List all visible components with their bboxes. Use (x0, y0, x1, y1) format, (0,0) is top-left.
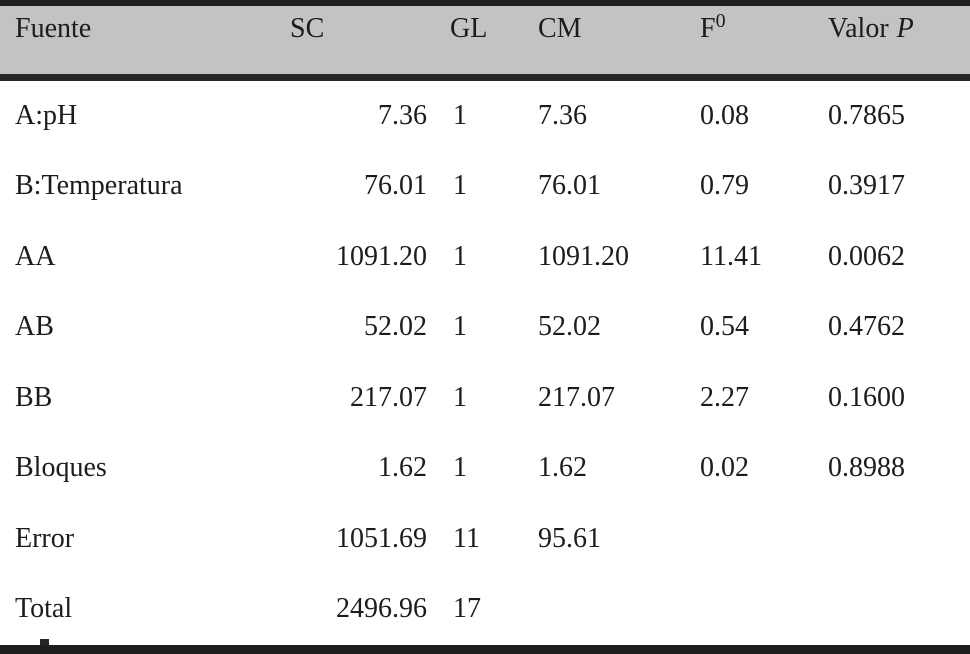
table-row: AA 1091.20 1 1091.20 11.41 0.0062 (0, 222, 970, 293)
gl-value: 1 (453, 240, 467, 272)
table-row: Error 1051.69 11 95.61 (0, 504, 970, 575)
sc-value: 52.02 (364, 311, 427, 343)
table-body: A:pH 7.36 1 7.36 0.08 0.7865 B:Temperatu… (0, 81, 970, 645)
header-separator-rule (0, 74, 970, 81)
gl-value: 1 (453, 170, 467, 202)
gl-value: 1 (453, 311, 467, 343)
cm-value: 217.07 (538, 381, 615, 413)
header-cell-gl: GL (435, 6, 525, 74)
header-label-gl: GL (450, 13, 488, 44)
row-label: BB (15, 381, 53, 413)
valor-p-value: 0.4762 (828, 311, 905, 343)
header-label-fuente: Fuente (15, 13, 92, 44)
valor-p-value: 0.8988 (828, 452, 905, 484)
sc-value: 217.07 (350, 381, 427, 413)
cm-value: 95.61 (538, 522, 601, 554)
gl-value: 1 (453, 381, 467, 413)
gl-value: 1 (453, 99, 467, 131)
row-label: AB (15, 311, 54, 343)
cm-value (525, 575, 690, 646)
header-cell-fuente: Fuente (0, 6, 280, 74)
f0-value: 0.02 (700, 452, 749, 484)
header-cell-cm: CM (525, 6, 690, 74)
header-cell-sc: SC (280, 6, 435, 74)
table-row: AB 52.02 1 52.02 0.54 0.4762 (0, 293, 970, 364)
f0-value (690, 504, 815, 575)
row-label: Total (15, 593, 73, 625)
gl-value: 1 (453, 452, 467, 484)
f0-value: 2.27 (700, 381, 749, 413)
table-row: B:Temperatura 76.01 1 76.01 0.79 0.3917 (0, 152, 970, 223)
sc-value: 1.62 (378, 452, 427, 484)
sc-value: 1091.20 (336, 240, 427, 272)
valor-p-value: 0.0062 (828, 240, 905, 272)
f0-value: 0.54 (700, 311, 749, 343)
bottom-rule (0, 645, 970, 654)
table-row: Bloques 1.62 1 1.62 0.02 0.8988 (0, 434, 970, 505)
f0-value: 0.79 (700, 170, 749, 202)
header-cell-valor-p: Valor P (815, 6, 970, 74)
valor-p-value (815, 504, 970, 575)
row-label: B:Temperatura (15, 170, 183, 202)
row-label: Bloques (15, 452, 107, 484)
f0-value (690, 575, 815, 646)
table-row: Total 2496.96 17 (0, 575, 970, 646)
cm-value: 1.62 (538, 452, 587, 484)
sc-value: 7.36 (378, 99, 427, 131)
f0-value: 0.08 (700, 99, 749, 131)
cm-value: 7.36 (538, 99, 587, 131)
sc-value: 76.01 (364, 170, 427, 202)
valor-p-value (815, 575, 970, 646)
row-label: AA (15, 240, 56, 272)
cutoff-footnote-mark (40, 639, 49, 646)
cm-value: 52.02 (538, 311, 601, 343)
top-rule (0, 0, 970, 6)
f0-value: 11.41 (700, 240, 762, 272)
table-row: BB 217.07 1 217.07 2.27 0.1600 (0, 363, 970, 434)
header-label-f0-base: F (700, 13, 716, 44)
header-label-valorp-base: Valor (828, 13, 889, 44)
sc-value: 2496.96 (336, 593, 427, 625)
sc-value: 1051.69 (336, 522, 427, 554)
valor-p-value: 0.7865 (828, 99, 905, 131)
gl-value: 11 (453, 522, 480, 554)
header-label-sc: SC (290, 13, 325, 44)
cm-value: 1091.20 (538, 240, 629, 272)
header-label-valorp-italic: P (896, 13, 914, 44)
cm-value: 76.01 (538, 170, 601, 202)
valor-p-value: 0.1600 (828, 381, 905, 413)
row-label: Error (15, 522, 75, 554)
valor-p-value: 0.3917 (828, 170, 905, 202)
table-row: A:pH 7.36 1 7.36 0.08 0.7865 (0, 81, 970, 152)
header-label-cm: CM (538, 13, 582, 44)
row-label: A:pH (15, 99, 78, 131)
gl-value: 17 (453, 593, 481, 625)
